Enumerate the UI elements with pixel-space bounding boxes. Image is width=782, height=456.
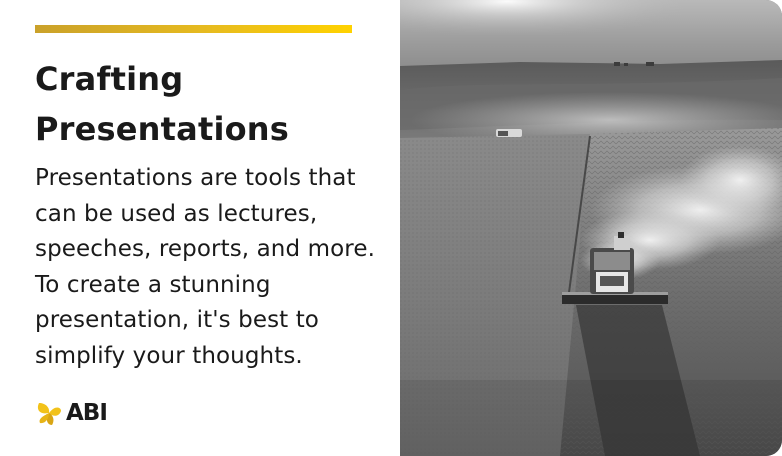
card-body-text: Presentations are tools that can be used… (35, 165, 375, 369)
combine-harvester (562, 232, 668, 304)
harvest-photo (400, 0, 782, 456)
abi-logo: ABI (35, 399, 108, 427)
accent-bar (35, 25, 352, 33)
harvest-photo-illustration (400, 0, 782, 456)
abi-leaf-logo-icon (37, 403, 61, 425)
logo-wordmark: ABI (66, 400, 108, 426)
card-title: Crafting Presentations (35, 60, 290, 148)
